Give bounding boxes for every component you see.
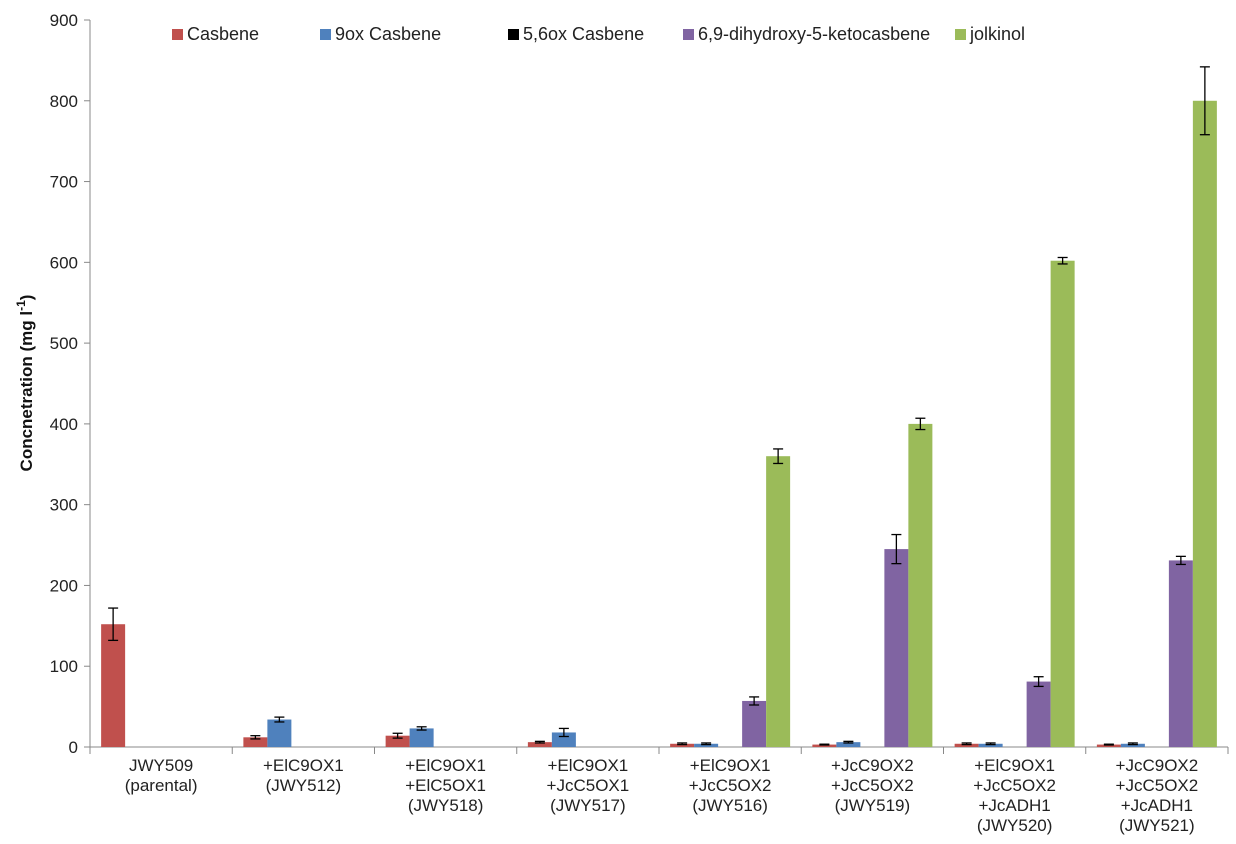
x-category-label-line: +JcC5OX2	[1116, 776, 1199, 795]
bar-9ox-casbene-7	[1120, 743, 1145, 747]
y-tick-label: 200	[50, 576, 78, 595]
x-category-label-line: (JWY516)	[692, 796, 768, 815]
legend: Casbene 9ox Casbene 5,6ox Casbene 6,9-dihyd…	[172, 24, 1025, 44]
bar-casbene-5	[812, 744, 837, 747]
legend-label: 9ox Casbene	[335, 24, 441, 44]
x-category-label: +ElC9OX1 +JcC5OX1 (JWY517)	[547, 756, 630, 815]
y-tick-label: 900	[50, 11, 78, 30]
y-tick-label: 800	[50, 92, 78, 111]
y-ticks: 0 100 200 300 400 500 600 700 800 900	[50, 11, 90, 757]
legend-swatch	[508, 29, 519, 40]
legend-label: 6,9-dihydroxy-5-ketocasbene	[698, 24, 930, 44]
x-category-label-line: +JcADH1	[978, 796, 1050, 815]
legend-label: Casbene	[187, 24, 259, 44]
y-tick-label: 600	[50, 253, 78, 272]
y-axis-label-group: Concnetration (mg l-1)	[14, 295, 36, 472]
x-category-label: +ElC9OX1 +JcC5OX2 (JWY516)	[689, 756, 772, 815]
x-category-label-line: +ElC9OX1	[263, 756, 344, 775]
y-axis-label-suffix: )	[17, 295, 36, 301]
x-category-label-line: +JcADH1	[1121, 796, 1193, 815]
bar-6-9-dihydroxy-5-ketocasbene-7	[1168, 560, 1193, 747]
x-category-label-line: +JcC5OX2	[689, 776, 772, 795]
x-category-label-line: (JWY519)	[835, 796, 911, 815]
bar-9ox-casbene-6	[978, 743, 1003, 747]
bar-jolkinol-6	[1050, 260, 1075, 747]
x-category-label-line: +ElC9OX1	[974, 756, 1055, 775]
bar-6-9-dihydroxy-5-ketocasbene-4	[742, 700, 767, 747]
bar-casbene-1	[243, 737, 268, 747]
x-category-label-line: +ElC9OX1	[405, 756, 486, 775]
x-category-labels: JWY509 (parental)+ElC9OX1 (JWY512)+ElC9OX1…	[125, 756, 1198, 835]
x-category-label-line: +ElC9OX1	[547, 756, 628, 775]
x-category-label-line: +ElC5OX1	[405, 776, 486, 795]
x-category-label-line: (JWY517)	[550, 796, 626, 815]
x-category-label: JWY509 (parental)	[125, 756, 198, 795]
bar-jolkinol-4	[766, 456, 791, 747]
y-tick-label: 300	[50, 496, 78, 515]
x-category-label: +JcC9OX2 +JcC5OX2 +JcADH1 (JWY521)	[1116, 756, 1199, 835]
x-category-label-line: +JcC9OX2	[1116, 756, 1199, 775]
y-axis-label: Concnetration (mg l-1)	[14, 295, 36, 472]
x-category-label-line: +JcC9OX2	[831, 756, 914, 775]
legend-swatch	[320, 29, 331, 40]
bar-9ox-casbene-1	[267, 719, 292, 747]
bar-9ox-casbene-5	[836, 742, 861, 747]
x-category-label: +ElC9OX1 +JcC5OX2 +JcADH1 (JWY520)	[973, 756, 1056, 835]
bar-casbene-3	[527, 742, 552, 747]
legend-swatch	[955, 29, 966, 40]
y-tick-label: 700	[50, 173, 78, 192]
x-category-label-line: +JcC5OX2	[973, 776, 1056, 795]
bar-jolkinol-7	[1192, 100, 1217, 748]
bars	[101, 100, 1217, 748]
bar-casbene-4	[670, 743, 695, 747]
bar-9ox-casbene-2	[409, 728, 434, 747]
bar-casbene-2	[385, 735, 410, 747]
x-category-label-line: (JWY518)	[408, 796, 484, 815]
y-tick-label: 100	[50, 657, 78, 676]
y-axis-label-superscript: -1	[14, 300, 28, 311]
error-bars	[108, 66, 1210, 746]
bar-9ox-casbene-3	[551, 732, 576, 747]
bar-casbene-7	[1096, 744, 1121, 747]
y-tick-label: 0	[69, 738, 78, 757]
bar-6-9-dihydroxy-5-ketocasbene-6	[1026, 681, 1051, 747]
x-category-label-line: (JWY520)	[977, 816, 1053, 835]
x-category-label-line: (JWY521)	[1119, 816, 1195, 835]
bar-9ox-casbene-4	[694, 743, 719, 747]
x-category-label-line: (JWY512)	[266, 776, 342, 795]
x-category-label-line: JWY509	[129, 756, 193, 775]
x-category-label-line: +JcC5OX2	[831, 776, 914, 795]
bar-6-9-dihydroxy-5-ketocasbene-5	[884, 549, 909, 747]
bar-casbene-6	[954, 743, 979, 747]
bar-casbene-0	[101, 624, 126, 747]
x-category-label-line: +JcC5OX1	[547, 776, 630, 795]
legend-swatch	[683, 29, 694, 40]
x-category-label-line: (parental)	[125, 776, 198, 795]
legend-label: jolkinol	[969, 24, 1025, 44]
bar-jolkinol-5	[908, 423, 933, 747]
y-tick-label: 400	[50, 415, 78, 434]
x-category-label: +ElC9OX1 (JWY512)	[263, 756, 344, 795]
x-category-label: +JcC9OX2 +JcC5OX2 (JWY519)	[831, 756, 914, 815]
legend-label: 5,6ox Casbene	[523, 24, 644, 44]
legend-swatch	[172, 29, 183, 40]
x-category-label: +ElC9OX1 +ElC5OX1 (JWY518)	[405, 756, 486, 815]
x-category-label-line: +ElC9OX1	[690, 756, 771, 775]
y-tick-label: 500	[50, 334, 78, 353]
y-axis-label-main: Concnetration (mg l	[17, 311, 36, 472]
